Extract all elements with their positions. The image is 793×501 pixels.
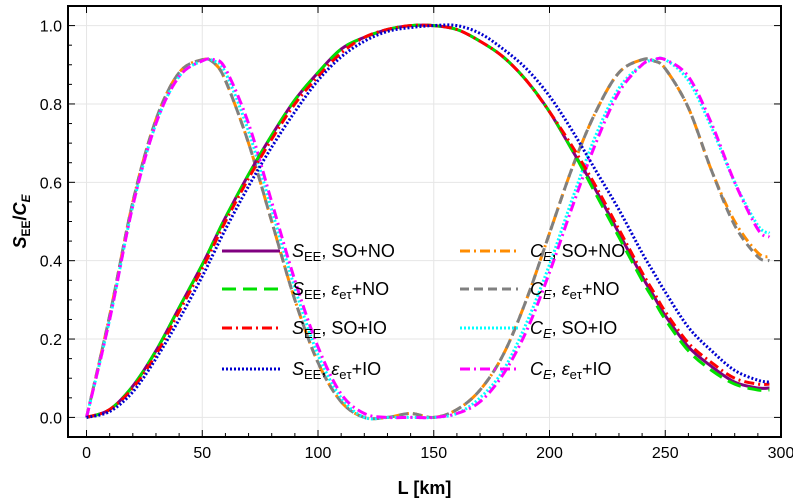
- grid: [68, 6, 782, 437]
- legend-label-4: CE, SO+NO: [530, 241, 625, 264]
- y-title-second: C: [10, 201, 30, 215]
- legend-label-0: SEE, SO+NO: [292, 241, 395, 264]
- series-line-5: [85, 57, 770, 421]
- y-tick-label-0: 0.0: [40, 410, 62, 427]
- x-tick-label-1: 50: [193, 445, 211, 462]
- series-line-2: [86, 23, 770, 419]
- legend-label-1: SEE, εeτ+NO: [292, 279, 389, 302]
- legend-label-5: CE, εeτ+NO: [530, 279, 620, 302]
- y-tick-label-1: 0.2: [40, 332, 62, 349]
- y-axis-title: SEE/CE: [10, 193, 33, 248]
- legend-label-2: SEE, SO+IO: [292, 318, 387, 341]
- x-tick-label-2: 100: [305, 445, 332, 462]
- y-title-main: S: [10, 237, 30, 249]
- ticks: [68, 6, 782, 437]
- tick-labels: 0 50 100 150 200 250 300 0.0 0.2 0.4 0.6 0.8 1.0: [40, 19, 793, 462]
- y-title-main-sub: EE: [19, 221, 33, 237]
- series-lines: [85, 23, 771, 421]
- x-tick-label-6: 300: [768, 445, 793, 462]
- series-line-1: [86, 23, 770, 419]
- x-tick-label-4: 200: [536, 445, 563, 462]
- x-axis-title: L [km]: [398, 478, 452, 498]
- legend-label-7: CE, εeτ+IO: [530, 359, 612, 382]
- x-tick-label-3: 150: [420, 445, 447, 462]
- plot-frame: [67, 5, 782, 438]
- x-tick-label-0: 0: [82, 445, 91, 462]
- series-line-6: [85, 56, 771, 421]
- y-tick-label-4: 0.8: [40, 97, 62, 114]
- legend-label-6: CE, SO+IO: [530, 318, 617, 341]
- series-line-7: [85, 56, 771, 420]
- y-tick-label-2: 0.4: [40, 254, 62, 271]
- y-tick-label-3: 0.6: [40, 175, 62, 192]
- y-title-sep: /: [10, 215, 30, 220]
- x-tick-label-5: 250: [652, 445, 679, 462]
- y-tick-label-5: 1.0: [40, 19, 62, 36]
- series-line-3: [86, 23, 770, 419]
- legend-label-3: SEE, εeτ+IO: [292, 359, 381, 382]
- y-title-second-sub: E: [19, 193, 33, 202]
- series-line-4: [85, 57, 770, 421]
- series-line-0: [86, 23, 770, 419]
- legend: SEE, SO+NO SEE, εeτ+NO SEE, SO+IO SEE, εeτ+…: [222, 241, 625, 382]
